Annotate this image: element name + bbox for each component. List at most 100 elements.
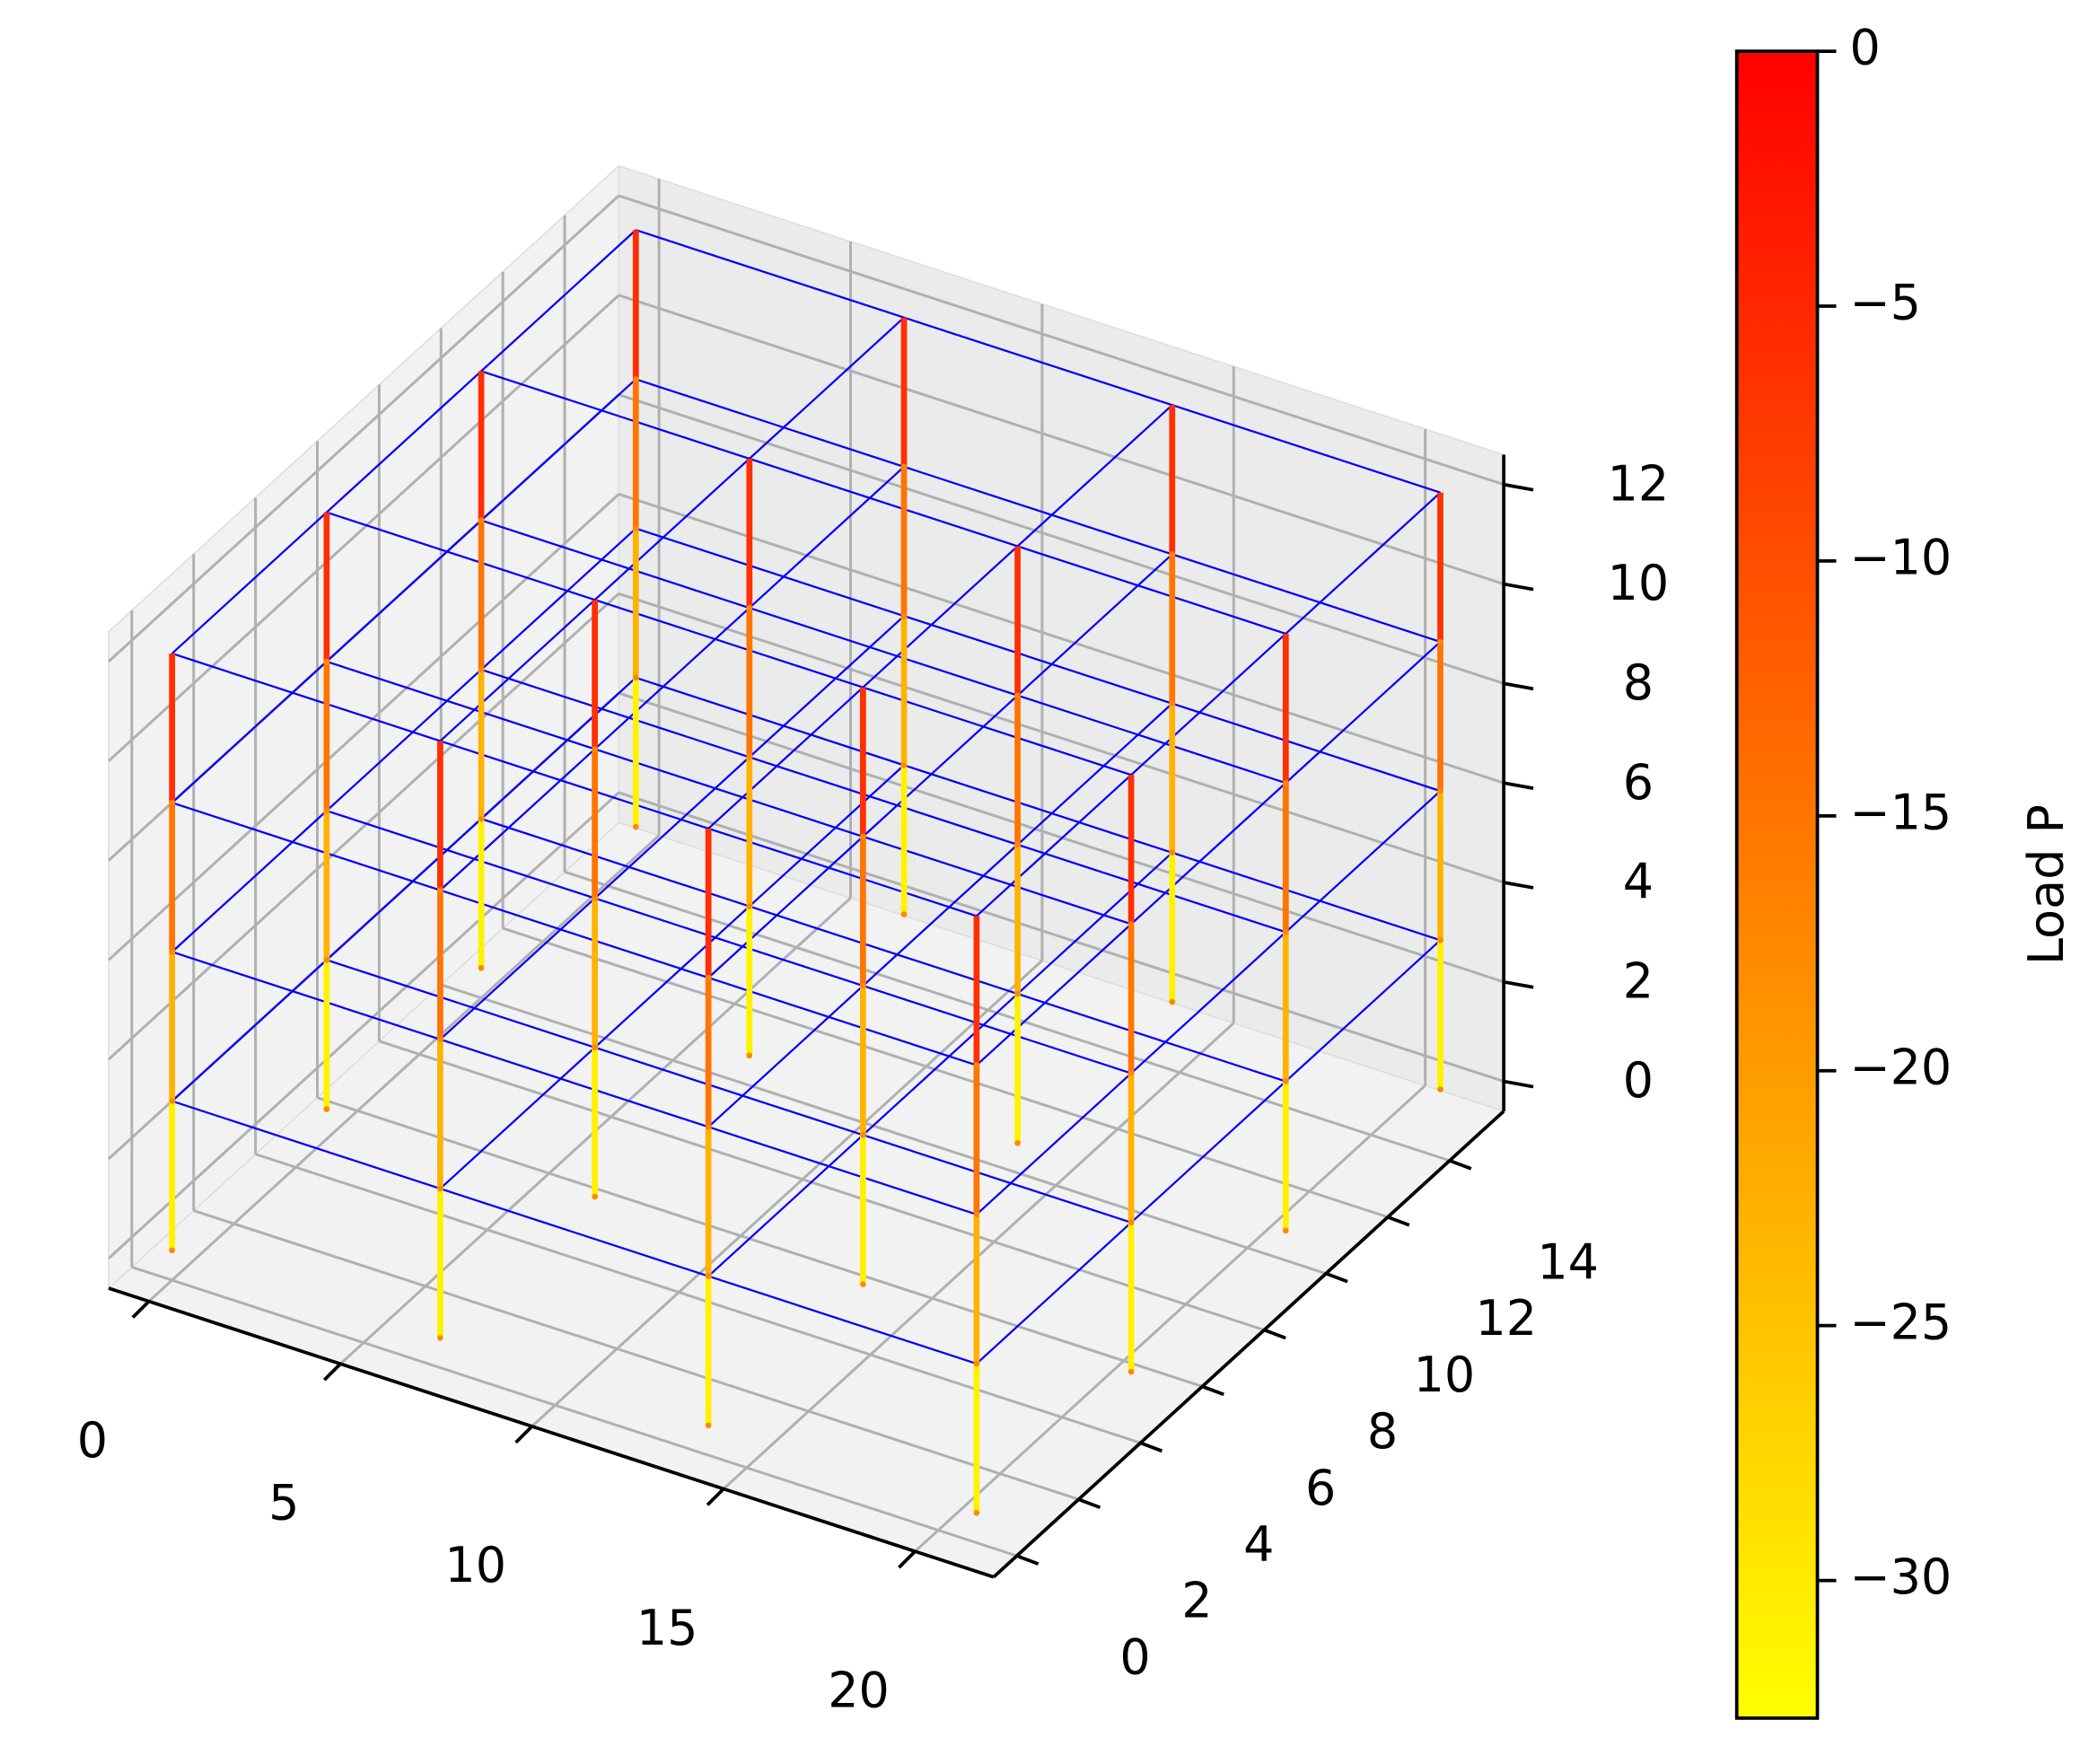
y-tick: [1263, 1328, 1286, 1340]
colorbar-tick-label: 0: [1849, 20, 1880, 76]
grid-line: [108, 194, 620, 663]
panes: [107, 164, 1505, 1578]
node: [1169, 551, 1176, 557]
beam: [635, 676, 905, 767]
node: [169, 949, 175, 955]
beam: [593, 756, 750, 900]
node: [323, 807, 330, 814]
node: [592, 746, 598, 752]
node: [632, 376, 639, 382]
beam: [480, 668, 750, 759]
beam: [440, 740, 709, 829]
beam: [1285, 790, 1442, 934]
node: [323, 1106, 330, 1112]
z-tick-label: 2: [1623, 952, 1654, 1009]
node: [1169, 849, 1176, 856]
beam: [171, 1100, 441, 1190]
node: [478, 517, 485, 523]
beam: [749, 905, 1018, 996]
y-tick-label: 6: [1305, 1460, 1336, 1516]
beam: [593, 458, 750, 601]
node: [1437, 787, 1443, 794]
z-tick: [1503, 781, 1534, 790]
beam: [440, 1187, 709, 1277]
node: [1127, 1368, 1135, 1375]
node: [900, 911, 908, 917]
node: [705, 1124, 712, 1130]
x-tick-label: 20: [828, 1663, 890, 1719]
beam: [480, 677, 637, 820]
beam: [707, 686, 864, 829]
grid-line: [618, 493, 1505, 785]
grid-line: [317, 1096, 1203, 1388]
beam: [1130, 1080, 1287, 1224]
node: [478, 666, 485, 673]
node: [705, 1422, 712, 1429]
grid-line: [108, 791, 620, 1259]
beam: [707, 1275, 978, 1365]
beam: [1017, 843, 1286, 934]
beam: [593, 905, 750, 1049]
beam: [1130, 633, 1287, 776]
beam: [635, 378, 905, 469]
beam: [1130, 782, 1287, 926]
grid-line: [502, 926, 1389, 1219]
node: [1127, 1070, 1135, 1076]
beam: [480, 527, 637, 671]
grid-line: [108, 294, 620, 762]
beam: [594, 599, 864, 689]
node: [169, 1247, 175, 1254]
grid-line: [440, 983, 1327, 1276]
beam: [749, 756, 1018, 846]
beam: [903, 465, 1173, 556]
beam: [1017, 545, 1286, 635]
node: [1169, 998, 1176, 1005]
beam: [439, 599, 596, 742]
beam: [976, 1072, 1132, 1215]
beam: [1016, 553, 1173, 697]
beam: [439, 897, 596, 1040]
node: [1437, 638, 1443, 645]
beam: [1017, 993, 1286, 1083]
beam: [326, 519, 482, 663]
node: [860, 833, 866, 840]
colorbar-label: Load P: [2018, 804, 2075, 965]
node: [632, 525, 639, 531]
beam: [1285, 641, 1442, 784]
beam: [326, 511, 595, 601]
beam: [749, 607, 1018, 697]
y-tick: [1201, 1384, 1224, 1397]
beam: [1016, 852, 1173, 995]
beam: [594, 748, 864, 838]
y-tick-label: 12: [1475, 1290, 1537, 1347]
y-tick-label: 8: [1367, 1403, 1398, 1460]
x-tick-label: 0: [77, 1412, 108, 1469]
beam: [1016, 702, 1173, 846]
beam: [635, 229, 905, 319]
beam: [862, 545, 1019, 689]
y-tick: [1139, 1441, 1163, 1453]
beam: [480, 519, 750, 610]
beam: [440, 1038, 709, 1128]
beam: [326, 660, 595, 750]
node: [323, 658, 330, 665]
y-tick: [1449, 1159, 1472, 1171]
x-tick-label: 10: [444, 1537, 506, 1593]
plot: [169, 229, 1443, 1516]
node: [1283, 1078, 1289, 1084]
node: [860, 982, 866, 989]
beam: [862, 844, 1019, 987]
node: [746, 1052, 753, 1059]
grid-line: [564, 870, 1451, 1163]
beam: [171, 661, 328, 803]
node: [973, 1360, 980, 1367]
beam: [863, 686, 1132, 777]
z-tick: [1503, 979, 1534, 989]
node: [1014, 1140, 1021, 1146]
beam: [1285, 939, 1442, 1083]
colorbar-tick-label: −30: [1849, 1549, 1952, 1605]
beam: [707, 977, 978, 1066]
x-tick: [131, 1300, 151, 1319]
beam: [1130, 931, 1287, 1075]
x-tick: [322, 1362, 342, 1382]
